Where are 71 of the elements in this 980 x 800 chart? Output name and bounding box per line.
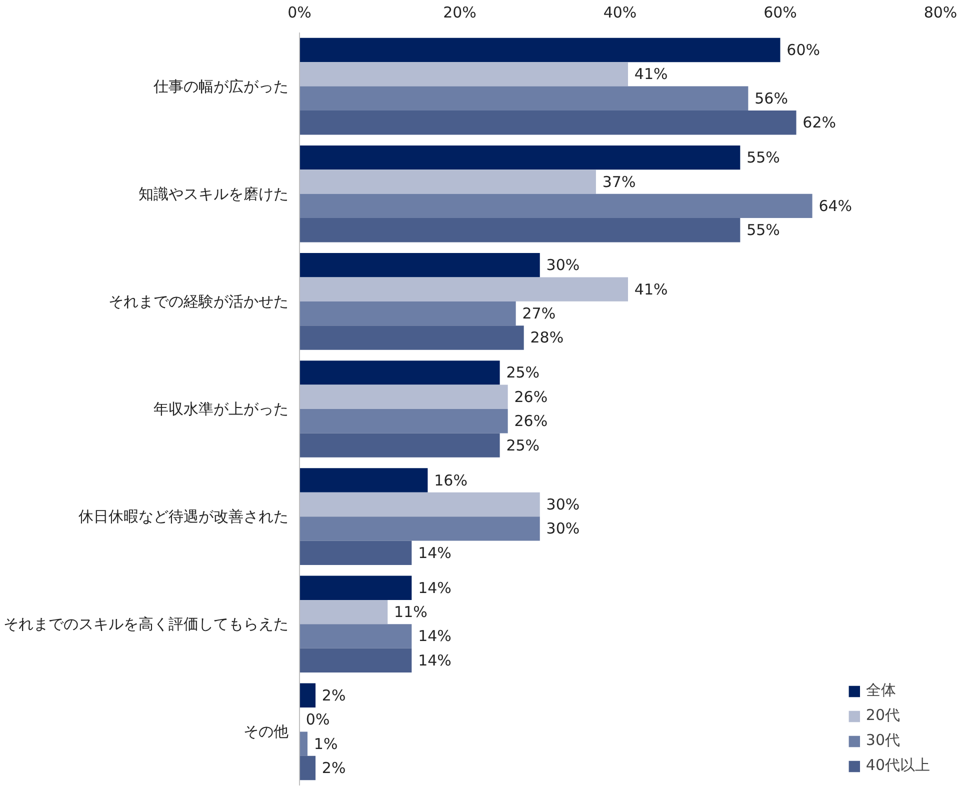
y-tick-label: それまでのスキルを高く評価してもらえた — [4, 615, 288, 634]
bar — [300, 600, 388, 624]
bar — [300, 170, 596, 194]
y-tick-label: 休日休暇など待遇が改善された — [78, 508, 288, 526]
bar — [300, 468, 428, 492]
data-label: 16% — [434, 471, 468, 490]
data-label: 2% — [322, 686, 346, 704]
y-tick-label: その他 — [244, 722, 288, 741]
bar — [300, 360, 500, 385]
data-label: 14% — [418, 651, 452, 670]
data-label: 26% — [514, 388, 548, 406]
y-tick-label: それまでの経験が活かせた — [108, 292, 288, 310]
bar — [300, 624, 412, 648]
bar — [300, 648, 412, 673]
x-tick-label: 20% — [443, 4, 476, 22]
bar — [300, 756, 316, 780]
bar — [300, 433, 500, 458]
y-tick-label: 年収水準が上がった — [154, 400, 288, 418]
y-tick-label: 知識やスキルを磨けた — [138, 184, 288, 203]
bar — [300, 326, 524, 350]
data-label: 55% — [746, 148, 780, 167]
bar — [300, 145, 740, 170]
bar — [300, 253, 540, 278]
data-label: 64% — [818, 196, 852, 215]
bar — [300, 62, 628, 86]
data-label: 30% — [546, 495, 580, 514]
data-label: 62% — [802, 114, 836, 132]
bar — [300, 194, 812, 218]
bar — [300, 732, 308, 756]
bar — [300, 384, 508, 409]
bar — [300, 110, 796, 135]
bar — [300, 86, 748, 110]
data-label: 25% — [506, 436, 540, 454]
data-label: 41% — [634, 65, 668, 84]
legend-label: 20代 — [866, 706, 900, 725]
bar — [300, 218, 740, 242]
bar — [300, 540, 412, 565]
legend-label: 30代 — [866, 731, 900, 750]
data-label: 0% — [306, 710, 330, 729]
data-label: 14% — [418, 578, 452, 597]
bar — [300, 516, 540, 541]
bar — [300, 38, 780, 62]
x-tick-label: 40% — [603, 4, 637, 22]
bar — [300, 277, 628, 302]
data-label: 30% — [546, 520, 580, 538]
x-tick-label: 60% — [764, 4, 797, 22]
legend-label: 40代以上 — [866, 756, 930, 775]
data-label: 55% — [746, 221, 780, 240]
y-tick-label: 仕事の幅が広がった — [152, 77, 288, 96]
data-label: 25% — [506, 364, 540, 382]
data-label: 11% — [394, 603, 428, 622]
legend-label: 全体 — [866, 681, 896, 700]
data-label: 37% — [602, 172, 636, 191]
x-tick-label: 80% — [924, 4, 958, 22]
data-label: 14% — [418, 627, 452, 646]
bar — [300, 492, 540, 517]
data-label: 41% — [634, 280, 668, 298]
data-label: 1% — [314, 734, 338, 753]
data-label: 2% — [322, 759, 346, 778]
bar — [300, 683, 316, 708]
data-label: 28% — [530, 328, 564, 347]
data-label: 26% — [514, 412, 548, 430]
x-tick-label: 0% — [288, 4, 312, 22]
bar — [300, 576, 412, 600]
bar — [300, 301, 516, 326]
bar — [300, 409, 508, 434]
data-label: 14% — [418, 544, 452, 562]
data-label: 30% — [546, 256, 580, 274]
data-label: 56% — [754, 89, 788, 108]
data-label: 27% — [522, 304, 556, 323]
data-label: 60% — [786, 40, 820, 59]
